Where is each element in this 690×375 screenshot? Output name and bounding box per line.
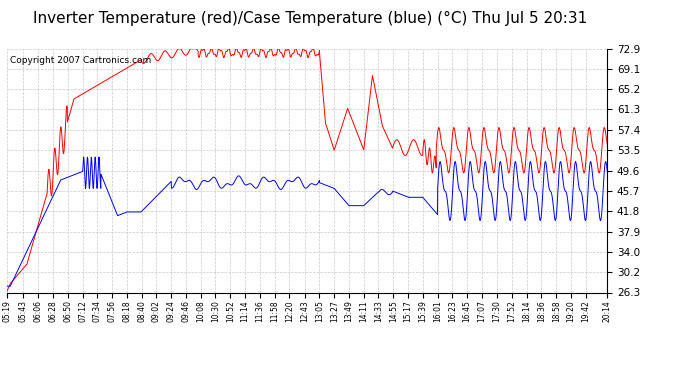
Text: Copyright 2007 Cartronics.com: Copyright 2007 Cartronics.com <box>10 56 151 65</box>
Text: Inverter Temperature (red)/Case Temperature (blue) (°C) Thu Jul 5 20:31: Inverter Temperature (red)/Case Temperat… <box>33 11 588 26</box>
